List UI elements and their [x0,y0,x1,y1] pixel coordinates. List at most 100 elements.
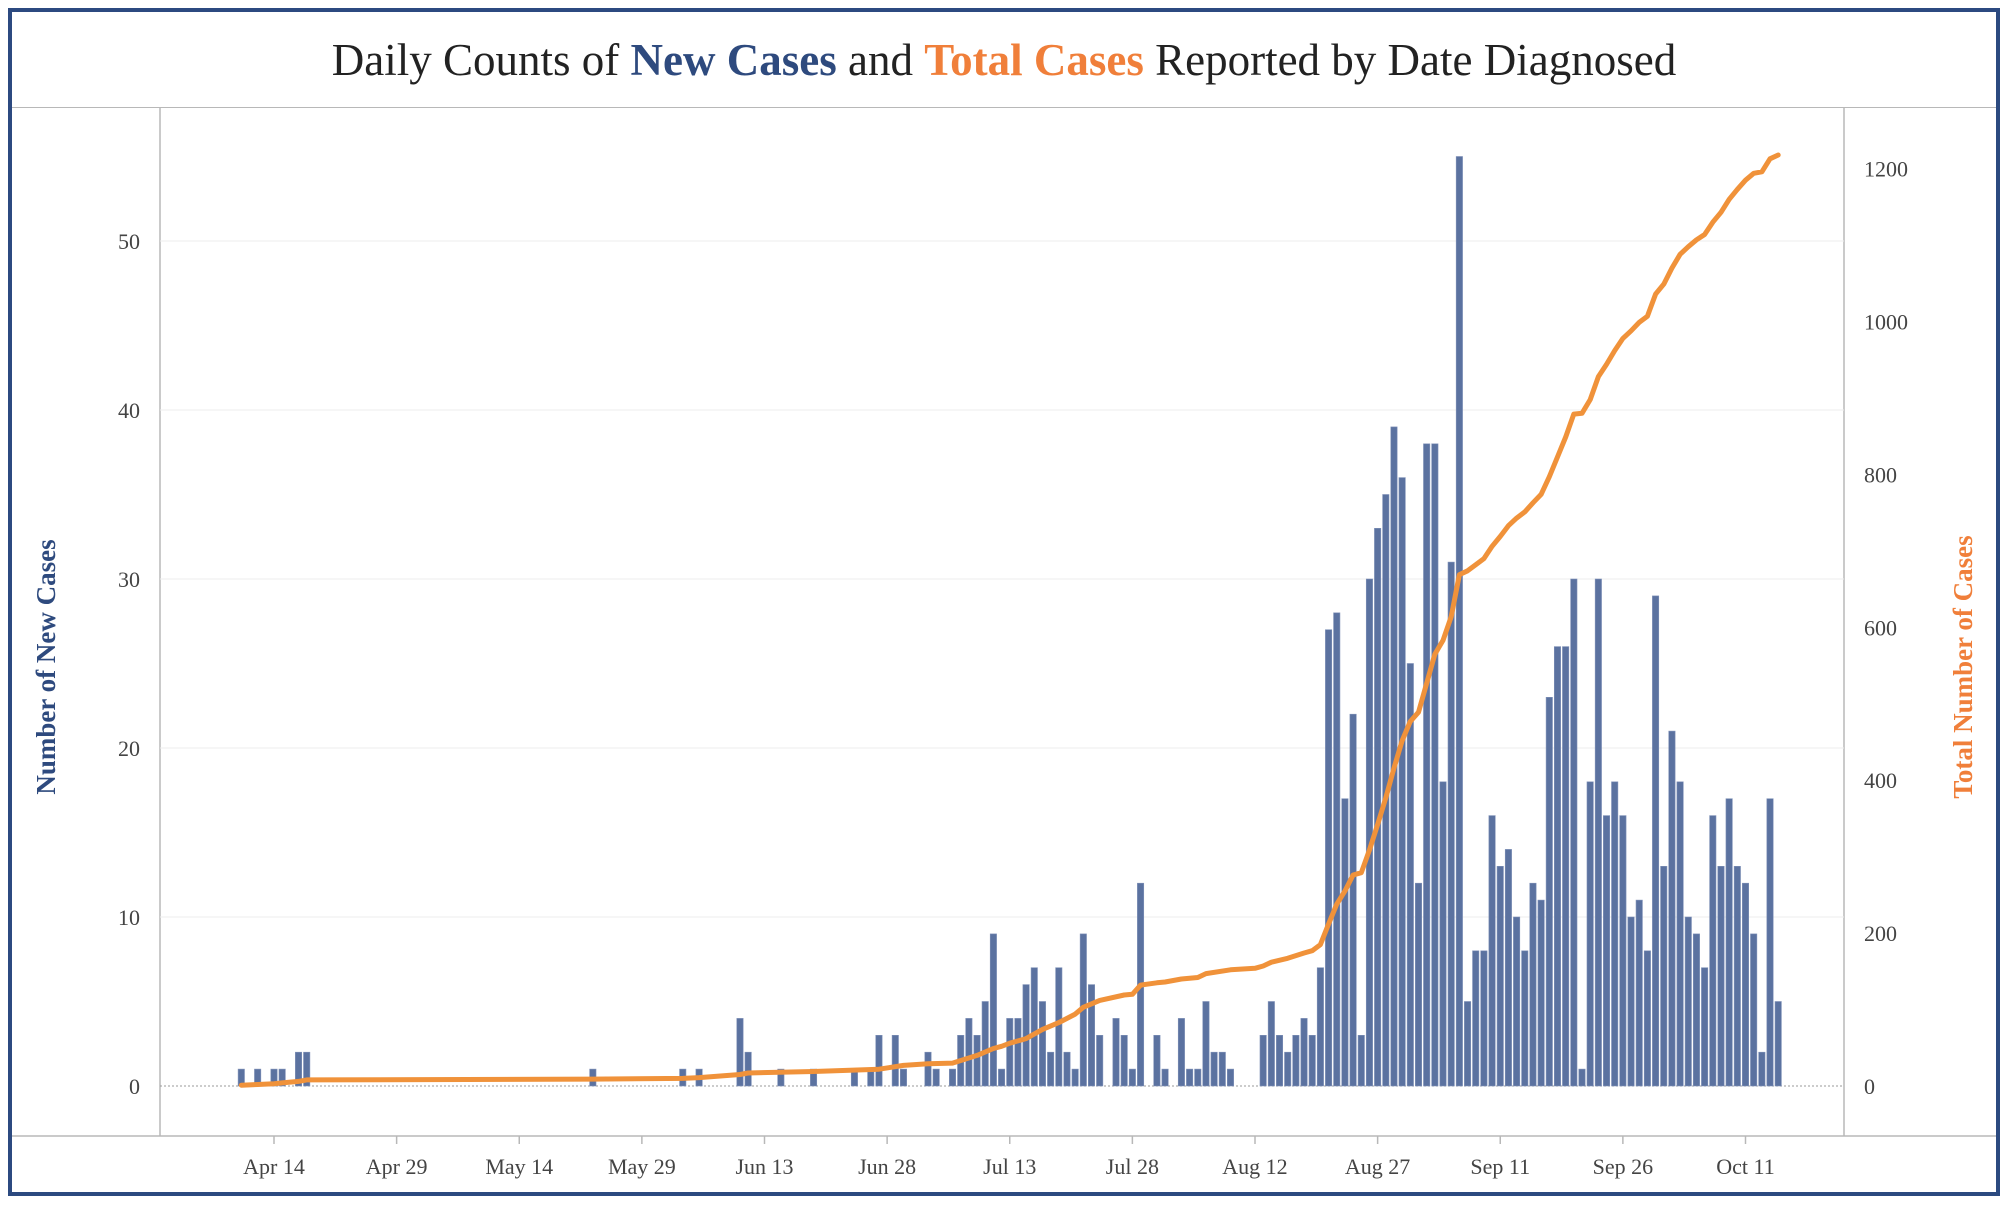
new-cases-bar [1635,899,1643,1087]
new-cases-bar [1717,865,1725,1087]
title-middle: and [836,34,925,85]
new-cases-bar [875,1034,883,1087]
new-cases-bar [1472,950,1480,1087]
new-cases-bar [1088,984,1095,1087]
new-cases-bar [1014,1018,1022,1087]
title-prefix: Daily Counts of [331,34,631,85]
new-cases-bar [1611,781,1619,1087]
new-cases-bar [1537,899,1545,1087]
new-cases-bar [1308,1034,1316,1087]
new-cases-bar [1357,1034,1365,1087]
x-tick-label: Aug 27 [1345,1154,1410,1179]
x-tick-label: Jun 28 [858,1154,916,1179]
new-cases-bar [278,1068,286,1087]
x-tick-label: May 29 [608,1154,676,1179]
new-cases-bar [1701,967,1709,1087]
y-right-tick-label: 400 [1864,768,1897,793]
new-cases-bar [1562,646,1570,1087]
new-cases-bar [1553,646,1561,1087]
new-cases-bar [924,1051,932,1087]
new-cases-bar [1284,1051,1292,1087]
y-right-tick-label: 1200 [1864,157,1908,182]
new-cases-bars [237,156,1782,1087]
new-cases-bar [891,1034,899,1087]
plot-frame [12,107,1996,1137]
new-cases-bar [777,1068,785,1087]
title-suffix: Reported by Date Diagnosed [1143,34,1677,85]
new-cases-bar [1096,1034,1104,1087]
new-cases-bar [1259,1034,1267,1087]
new-cases-bar [1603,815,1611,1087]
x-tick-label: Sep 11 [1470,1154,1530,1179]
new-cases-bar [1733,865,1741,1087]
title-total-cases: Total Cases [924,34,1144,85]
new-cases-bar [1202,1001,1210,1087]
y-left-tick-label: 30 [118,567,140,592]
new-cases-bar [1643,950,1651,1087]
new-cases-bar [1676,781,1684,1087]
new-cases-bar [1423,443,1431,1087]
chart-title: Daily Counts of New Cases and Total Case… [12,12,1996,108]
new-cases-bar [1038,1001,1046,1087]
new-cases-bar [1652,595,1660,1087]
new-cases-bar [1267,1001,1275,1087]
new-cases-bar [744,1051,752,1087]
new-cases-bar [1529,882,1537,1087]
y-left-tick-label: 50 [118,229,140,254]
new-cases-bar [1774,1001,1782,1087]
new-cases-bar [1513,916,1521,1087]
new-cases-bar [1349,713,1357,1087]
y-right-tick-label: 1000 [1864,310,1908,335]
new-cases-bar [998,1068,1006,1087]
new-cases-bar [1578,1068,1586,1087]
new-cases-bar [1586,781,1594,1087]
new-cases-bar [1055,967,1063,1087]
new-cases-bar [1365,578,1373,1087]
new-cases-bar [295,1051,303,1087]
new-cases-bar [989,933,997,1087]
new-cases-bar [1504,849,1512,1087]
y-left-tick-label: 20 [118,736,140,761]
new-cases-bar [1439,781,1447,1087]
new-cases-bar [1186,1068,1194,1087]
axis-ticks: 0 10 20 30 40 50 0 200 400 600 800 1000 1200 Apr 14 Ap… [118,157,1908,1179]
new-cases-bar [1218,1051,1226,1087]
new-cases-bar [1333,612,1341,1087]
y-left-tick-label: 10 [118,905,140,930]
new-cases-bar [1594,578,1602,1087]
new-cases-bar [1153,1034,1161,1087]
x-tick-label: Jun 13 [735,1154,793,1179]
new-cases-bar [1709,815,1717,1087]
new-cases-bar [1496,865,1504,1087]
new-cases-bar [973,1034,981,1087]
x-tick-label: Jul 28 [1106,1154,1159,1179]
new-cases-bar [1316,967,1324,1087]
new-cases-bar [1692,933,1700,1087]
total-cases-line-path [238,152,1781,1088]
new-cases-bar [1431,443,1439,1087]
new-cases-bar [1276,1034,1284,1087]
total-cases-line [238,152,1781,1088]
new-cases-bar [1120,1034,1128,1087]
chart-frame: Daily Counts of New Cases and Total Case… [8,8,2000,1196]
new-cases-bar [1292,1034,1300,1087]
new-cases-bar [1521,950,1529,1087]
new-cases-bar [1226,1068,1234,1087]
title-new-cases: New Cases [630,34,837,85]
y-axis-right-label: Total Number of Cases [1948,535,1978,798]
x-tick-label: May 14 [485,1154,553,1179]
y-left-tick-label: 40 [118,398,140,423]
x-tick-label: Sep 26 [1593,1154,1654,1179]
new-cases-bar [736,1018,744,1087]
new-cases-bar [1071,1068,1079,1087]
new-cases-bar [303,1051,311,1087]
y-right-tick-label: 600 [1864,615,1897,640]
new-cases-bar [1464,1001,1472,1087]
x-tick-label: Apr 14 [243,1154,305,1179]
new-cases-bar [1341,798,1349,1087]
new-cases-bar [1300,1018,1308,1087]
new-cases-bar [1455,156,1463,1087]
new-cases-bar [1006,1018,1014,1087]
x-tick-label: Oct 11 [1716,1154,1774,1179]
new-cases-bar [1415,882,1422,1087]
